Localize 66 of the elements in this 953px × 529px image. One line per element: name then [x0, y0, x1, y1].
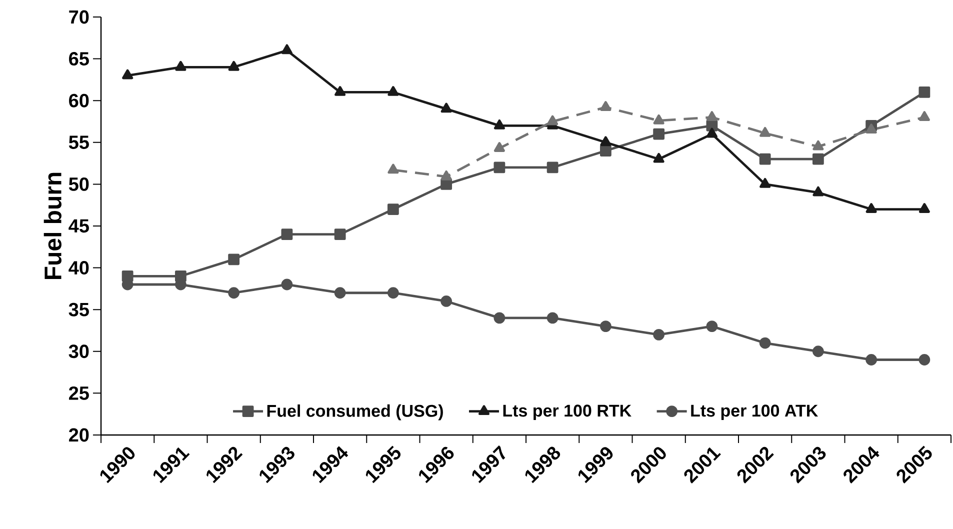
point	[812, 153, 824, 165]
legend-label: Lts per 100 ATK	[691, 404, 818, 420]
y-tick-label: 50	[68, 177, 89, 191]
y-tick-label: 55	[68, 136, 89, 150]
point	[918, 354, 930, 366]
point	[546, 312, 558, 324]
point	[812, 140, 824, 150]
point	[334, 228, 346, 240]
point	[653, 328, 665, 340]
point	[228, 254, 240, 266]
point	[600, 320, 612, 332]
point	[440, 102, 452, 113]
point	[918, 86, 930, 98]
point	[866, 354, 878, 366]
point	[122, 69, 134, 80]
point	[600, 136, 612, 146]
point	[334, 287, 346, 299]
point	[600, 101, 612, 111]
point	[918, 203, 930, 213]
point	[706, 320, 718, 332]
y-tick-label: 35	[68, 302, 89, 316]
point	[866, 124, 877, 134]
point	[175, 60, 186, 71]
point	[388, 164, 399, 174]
point	[440, 296, 452, 307]
point	[812, 186, 824, 196]
point	[812, 346, 824, 358]
y-tick-label: 25	[69, 386, 89, 400]
y-tick-label: 45	[68, 219, 89, 233]
point	[281, 44, 292, 54]
point	[600, 145, 612, 156]
point	[494, 312, 506, 324]
point	[388, 86, 399, 96]
y-tick-label: 60	[69, 94, 89, 108]
point	[546, 162, 558, 174]
point	[653, 128, 665, 140]
point	[759, 337, 771, 349]
point	[759, 153, 771, 165]
point	[653, 114, 664, 124]
point	[866, 203, 877, 213]
legend-label: Lts per 100 RTK	[503, 404, 632, 420]
point	[653, 152, 664, 163]
y-tick-label: 20	[69, 428, 89, 442]
legend-label: Fuel consumed (USG)	[267, 404, 443, 420]
point	[494, 162, 506, 174]
point	[760, 178, 771, 188]
point	[228, 287, 240, 299]
point	[547, 115, 558, 126]
point	[440, 170, 452, 180]
point	[494, 142, 505, 152]
point	[387, 204, 399, 215]
y-tick-label: 40	[68, 261, 89, 275]
y-axis-title: Fuel burn	[44, 172, 62, 280]
point	[706, 128, 718, 138]
point	[281, 228, 293, 240]
point	[706, 111, 718, 122]
point	[334, 86, 346, 96]
point	[281, 278, 293, 290]
point	[494, 119, 505, 130]
y-tick-label: 65	[69, 52, 89, 66]
point	[387, 287, 399, 299]
y-tick-label: 30	[68, 344, 89, 358]
point	[918, 111, 930, 122]
y-tick-label: 70	[69, 10, 89, 24]
point	[760, 126, 771, 137]
point	[228, 60, 240, 71]
